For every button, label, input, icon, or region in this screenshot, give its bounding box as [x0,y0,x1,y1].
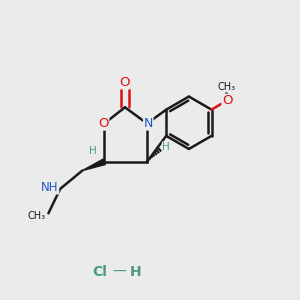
Text: Cl: Cl [92,265,107,279]
Text: N: N [143,117,153,130]
Text: CH₃: CH₃ [27,211,46,221]
Text: O: O [120,76,130,89]
Text: H: H [89,146,97,156]
Text: O: O [98,117,109,130]
Polygon shape [82,159,106,171]
Text: H: H [130,265,141,279]
Text: —: — [112,265,126,279]
Text: O: O [222,94,232,107]
Text: CH₃: CH₃ [217,82,236,92]
Text: H: H [162,142,170,152]
Text: NH: NH [41,181,59,194]
